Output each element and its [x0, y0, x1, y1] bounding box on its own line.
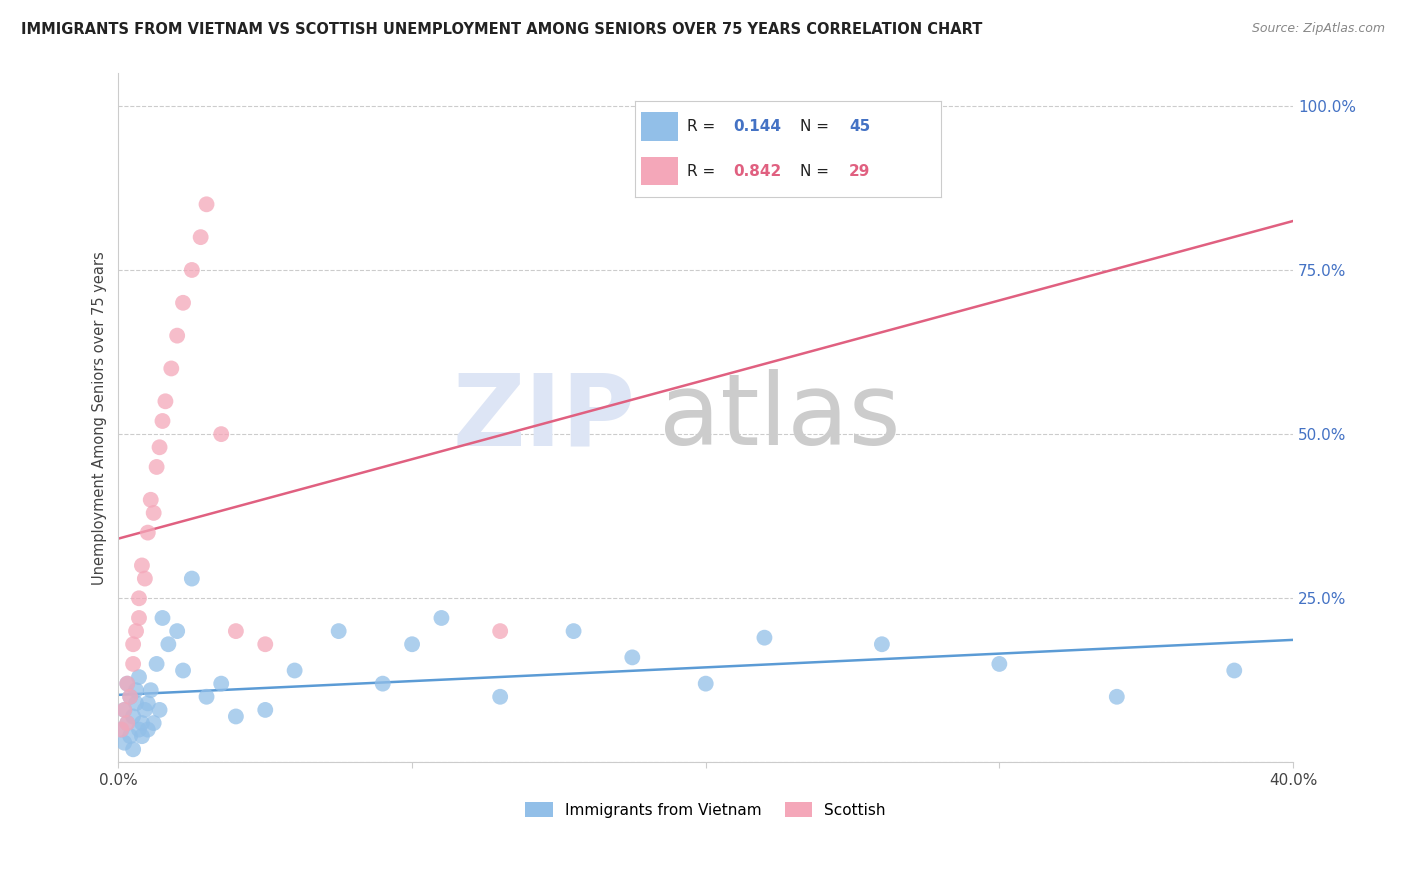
Point	[254, 703, 277, 717]
Point	[157, 637, 180, 651]
Point	[110, 723, 132, 737]
Point	[120, 690, 142, 704]
Point	[621, 650, 644, 665]
Point	[120, 690, 142, 704]
Point	[125, 624, 148, 639]
Point	[284, 664, 307, 678]
Point	[122, 637, 145, 651]
Point	[128, 611, 150, 625]
Point	[142, 716, 165, 731]
Point	[128, 723, 150, 737]
Text: Source: ZipAtlas.com: Source: ZipAtlas.com	[1251, 22, 1385, 36]
Point	[1105, 690, 1128, 704]
Point	[254, 637, 277, 651]
Point	[125, 696, 148, 710]
Point	[166, 624, 188, 639]
Point	[139, 492, 162, 507]
Point	[134, 703, 156, 717]
Point	[112, 736, 135, 750]
Point	[1223, 664, 1246, 678]
Point	[225, 709, 247, 723]
Point	[695, 676, 717, 690]
Point	[145, 459, 167, 474]
Text: atlas: atlas	[659, 369, 900, 467]
Point	[172, 664, 194, 678]
Point	[160, 361, 183, 376]
Point	[145, 657, 167, 671]
Point	[122, 709, 145, 723]
Point	[120, 729, 142, 743]
Point	[112, 703, 135, 717]
Point	[562, 624, 585, 639]
Y-axis label: Unemployment Among Seniors over 75 years: Unemployment Among Seniors over 75 years	[93, 251, 107, 584]
Point	[117, 676, 139, 690]
Point	[136, 723, 159, 737]
Legend: Immigrants from Vietnam, Scottish: Immigrants from Vietnam, Scottish	[519, 796, 891, 823]
Point	[152, 611, 174, 625]
Point	[152, 414, 174, 428]
Point	[190, 230, 212, 244]
Point	[371, 676, 394, 690]
Point	[122, 742, 145, 756]
Point	[117, 716, 139, 731]
Point	[401, 637, 423, 651]
Point	[489, 690, 512, 704]
Point	[754, 631, 776, 645]
Point	[870, 637, 893, 651]
Point	[430, 611, 453, 625]
Point	[209, 427, 232, 442]
Point	[155, 394, 177, 409]
Point	[131, 558, 153, 573]
Point	[489, 624, 512, 639]
Point	[139, 683, 162, 698]
Point	[988, 657, 1011, 671]
Point	[117, 676, 139, 690]
Point	[136, 525, 159, 540]
Point	[134, 572, 156, 586]
Text: ZIP: ZIP	[453, 369, 636, 467]
Point	[166, 328, 188, 343]
Point	[209, 676, 232, 690]
Point	[195, 197, 218, 211]
Text: IMMIGRANTS FROM VIETNAM VS SCOTTISH UNEMPLOYMENT AMONG SENIORS OVER 75 YEARS COR: IMMIGRANTS FROM VIETNAM VS SCOTTISH UNEM…	[21, 22, 983, 37]
Point	[172, 295, 194, 310]
Point	[131, 716, 153, 731]
Point	[117, 716, 139, 731]
Point	[142, 506, 165, 520]
Point	[195, 690, 218, 704]
Point	[128, 591, 150, 606]
Point	[110, 723, 132, 737]
Point	[328, 624, 350, 639]
Point	[225, 624, 247, 639]
Point	[128, 670, 150, 684]
Point	[180, 263, 202, 277]
Point	[180, 572, 202, 586]
Point	[148, 703, 170, 717]
Point	[131, 729, 153, 743]
Point	[125, 683, 148, 698]
Point	[136, 696, 159, 710]
Point	[148, 440, 170, 454]
Point	[122, 657, 145, 671]
Point	[112, 703, 135, 717]
